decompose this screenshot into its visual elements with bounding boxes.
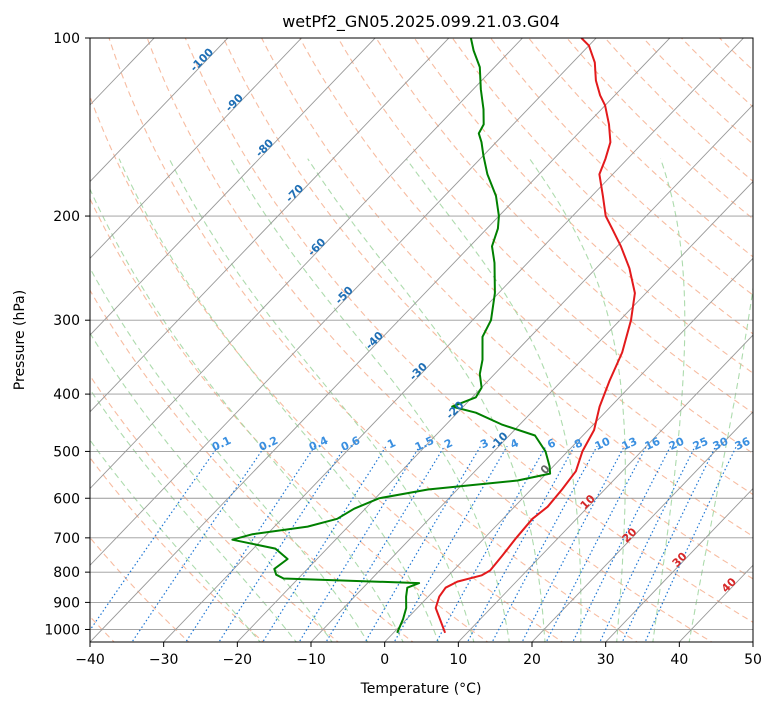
y-tick-label: 200 — [53, 209, 80, 225]
moist-adiabat-line — [405, 158, 582, 642]
mixing-ratio-label: 36 — [733, 435, 753, 453]
mixing-ratio-line — [393, 445, 508, 642]
mixing-ratio-label: 30 — [711, 435, 731, 453]
isotherm-gridline — [90, 38, 450, 413]
moist-adiabat-line — [118, 158, 440, 642]
moist-adiabat-line — [168, 158, 475, 642]
mixing-ratio-label: 16 — [643, 435, 663, 453]
isotherm-gridline — [236, 104, 753, 642]
isotherm-gridline — [605, 487, 753, 642]
dry-adiabat-line — [299, 38, 753, 496]
moist-adiabats — [90, 158, 753, 642]
pressure-gridlines — [90, 38, 753, 630]
x-tick-label: −20 — [223, 652, 253, 668]
mixing-ratio-line — [491, 445, 598, 642]
mixing-ratio-line — [185, 445, 316, 642]
dry-adiabat-line — [260, 38, 753, 537]
y-axis-label: Pressure (hPa) — [12, 290, 28, 390]
mixing-ratio-line — [364, 445, 482, 642]
x-axis: −40 −30 −20 −10 0 10 20 30 40 50 — [75, 642, 762, 668]
x-tick-label: 20 — [523, 652, 541, 668]
dry-adiabat-line — [451, 38, 753, 335]
mixing-ratio-line — [218, 445, 347, 642]
x-tick-label: 50 — [744, 652, 762, 668]
x-tick-label: −30 — [149, 652, 179, 668]
isotherm-gridline — [531, 411, 753, 642]
mixing-ratio-line — [298, 445, 421, 642]
isotherm-gridline — [90, 38, 597, 566]
moist-adiabat-line — [307, 158, 546, 642]
x-tick-label: −10 — [296, 652, 326, 668]
isotherm-gridline — [90, 38, 229, 183]
mixing-ratio-line — [621, 445, 717, 642]
isotherm-gridline — [384, 257, 753, 642]
isotherm-gridline — [90, 38, 671, 642]
mixing-ratio-line — [572, 445, 672, 642]
y-tick-label: 700 — [53, 531, 80, 547]
x-tick-label: 0 — [380, 652, 389, 668]
plot-frame — [89, 37, 754, 643]
sounding-profiles — [231, 38, 636, 634]
y-tick-label: 400 — [53, 387, 80, 403]
plot-area — [90, 38, 753, 642]
mixing-ratio-line — [131, 445, 266, 642]
moist-adiabat-line — [90, 439, 261, 642]
temperature-profile-line — [434, 38, 636, 634]
y-tick-label: 500 — [53, 444, 80, 460]
mixing-ratio-line — [262, 445, 387, 642]
dry-adiabat-line — [146, 38, 713, 642]
mixing-ratio-lines — [90, 445, 737, 642]
x-axis-label: Temperature (°C) — [360, 681, 482, 697]
y-axis: 100 200 300 400 500 600 700 800 900 1000 — [44, 31, 90, 638]
y-tick-label: 900 — [53, 595, 80, 611]
moist-adiabat-line — [529, 158, 626, 642]
chart-title: wetPf2_GN05.2025.099.21.03.G04 — [282, 12, 560, 32]
x-tick-label: 10 — [449, 652, 467, 668]
mixing-ratio-line — [644, 445, 737, 642]
isotherm-gridlines — [90, 38, 753, 642]
y-tick-label: 800 — [53, 565, 80, 581]
isotherm-gridline — [163, 38, 745, 642]
isotherm-gridline — [90, 38, 524, 490]
mixing-ratio-line — [90, 445, 219, 632]
moist-adiabat-line — [652, 158, 686, 642]
mixing-ratio-line — [599, 445, 696, 642]
mixing-ratio-label: 13 — [620, 435, 639, 453]
mixing-ratio-line — [325, 445, 446, 642]
dry-adiabat-line — [90, 289, 414, 642]
moist-adiabat-line — [688, 284, 753, 642]
dry-adiabat-line — [222, 38, 753, 580]
mixing-ratio-label: 20 — [667, 435, 687, 453]
moist-adiabat-line — [90, 388, 297, 642]
mixing-ratio-label: 10 — [593, 435, 613, 453]
y-tick-label: 300 — [53, 313, 80, 329]
y-tick-label: 1000 — [44, 622, 80, 638]
isotherm-gridline — [310, 180, 753, 642]
isotherm-gridline — [457, 334, 753, 642]
x-tick-label: −40 — [75, 652, 105, 668]
y-tick-label: 600 — [53, 491, 80, 507]
isotherm-gridline — [90, 38, 303, 259]
dewpoint-profile-line — [231, 38, 552, 634]
mixing-ratio-label: 25 — [691, 435, 710, 453]
moist-adiabat-line — [90, 332, 333, 642]
x-tick-label: 30 — [597, 652, 615, 668]
y-tick-label: 100 — [53, 31, 80, 47]
x-tick-label: 40 — [670, 652, 688, 668]
